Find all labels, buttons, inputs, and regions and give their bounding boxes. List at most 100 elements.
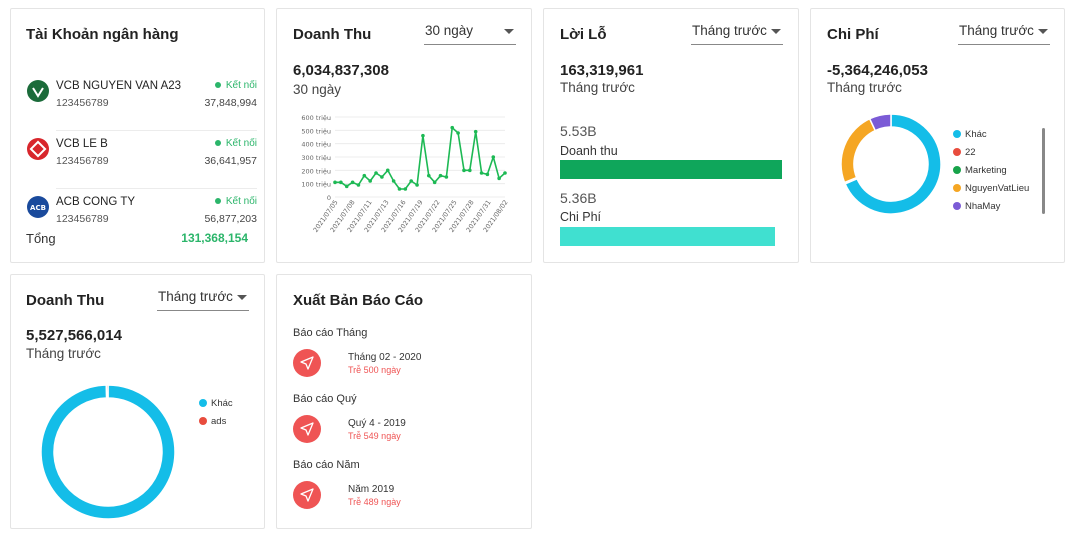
legend-dot-icon [953,148,961,156]
data-point[interactable] [456,131,460,135]
legend-item[interactable]: NguyenVatLieu [953,183,1029,194]
revenue-value: 6,034,837,308 [293,62,389,79]
y-tick-label: 300 triệu [301,154,331,162]
report-group-label: Báo cáo Tháng [293,327,368,339]
report-name[interactable]: Quý 4 - 2019 [348,418,406,429]
status-dot-icon [214,82,221,89]
report-late-status: Trễ 489 ngày [348,497,401,507]
data-point[interactable] [397,187,402,191]
period-select[interactable]: 30 ngày [424,21,516,45]
y-tick-label: 400 triệu [301,141,331,149]
data-point[interactable] [368,179,372,183]
legend-dot-icon [953,202,961,210]
account-number: 123456789 [56,97,109,109]
period-select-value: Tháng trước [692,23,767,38]
legend-dot-icon [953,130,961,138]
profit-period: Tháng trước [560,80,635,95]
bank-account-item[interactable]: ACB ACB CONG TY 123456789 Kết nối 56,877… [25,189,265,247]
donut-slice[interactable] [868,114,892,132]
data-point[interactable] [426,173,431,178]
report-name[interactable]: Tháng 02 - 2020 [348,352,422,363]
y-tick-label: 500 triệu [301,127,331,135]
legend-item[interactable]: Marketing [953,165,1007,176]
data-point[interactable] [473,129,478,134]
data-point[interactable] [362,173,367,178]
expense-card: Chi Phí Tháng trước -5,364,246,053 Tháng… [810,8,1065,263]
legend-label: Khác [211,398,233,409]
data-point[interactable] [415,183,419,187]
data-point[interactable] [339,180,343,185]
data-point[interactable] [333,180,337,185]
send-icon[interactable] [293,349,321,377]
cost-bar-label: Chi Phí [560,210,601,224]
chevron-down-icon [1038,29,1048,34]
account-name: ACB CONG TY [56,196,136,208]
data-point[interactable] [409,179,414,183]
data-point[interactable] [380,175,384,179]
legend-dot-icon [953,166,961,174]
legend-label: Marketing [965,165,1007,176]
legend-label: NhaMay [965,201,1001,212]
legend-item[interactable]: Khác [953,129,987,140]
data-point[interactable] [497,176,501,181]
send-icon[interactable] [293,415,321,443]
data-point[interactable] [374,171,378,175]
data-point[interactable] [391,179,396,183]
data-point[interactable] [468,168,472,173]
legend-item[interactable]: ads [199,416,226,427]
account-balance: 36,641,957 [204,155,257,167]
revenue-legend: Khác ads [199,398,259,438]
account-status: Kết nối [214,196,257,207]
legend-scrollbar[interactable] [1042,128,1045,214]
revenue-month-card: Doanh Thu Tháng trước 5,527,566,014 Thán… [10,274,265,529]
data-point[interactable] [491,155,496,159]
revenue-month-value: 5,527,566,014 [26,327,122,344]
report-name[interactable]: Năm 2019 [348,484,395,495]
send-icon[interactable] [293,481,321,509]
data-point[interactable] [421,133,425,138]
data-point[interactable] [350,180,355,185]
account-status: Kết nối [214,138,257,149]
donut-slice[interactable] [841,117,877,184]
donut-slice[interactable] [41,385,175,519]
period-select[interactable]: Tháng trước [958,21,1050,45]
account-status: Kết nối [214,80,257,91]
chevron-down-icon [504,29,514,34]
expense-donut-chart [841,114,941,214]
donut-slice[interactable] [844,114,941,214]
period-select[interactable]: Tháng trước [157,287,249,311]
data-point[interactable] [503,171,507,175]
data-point[interactable] [385,168,390,173]
data-point[interactable] [485,172,490,177]
donut-slice[interactable] [105,385,109,399]
acb-logo-icon: ACB [27,196,49,218]
legend-dot-icon [199,417,207,425]
data-point[interactable] [356,183,361,187]
data-point[interactable] [438,173,443,178]
data-point[interactable] [432,180,437,185]
period-select-value: Tháng trước [959,23,1034,38]
legend-item[interactable]: Khác [199,398,233,409]
report-group-label: Báo cáo Quý [293,393,357,405]
divider [56,188,257,189]
data-point[interactable] [479,171,484,175]
data-point[interactable] [344,184,349,189]
legend-item[interactable]: 22 [953,147,976,158]
account-status-text: Kết nối [225,138,257,149]
account-number: 123456789 [56,213,109,225]
bank-account-item[interactable]: VCB NGUYEN VAN A23 123456789 Kết nối 37,… [25,73,265,131]
legend-dot-icon [953,184,961,192]
data-point[interactable] [462,168,466,173]
legend-item[interactable]: NhaMay [953,201,1000,212]
account-status-text: Kết nối [225,80,257,91]
bank-account-item[interactable]: VCB LE B 123456789 Kết nối 36,641,957 [25,131,265,189]
profit-value: 163,319,961 [560,62,644,79]
legend-label: 22 [965,147,976,158]
legend-dot-icon [199,399,207,407]
report-late-status: Trễ 500 ngày [348,365,401,375]
data-point[interactable] [450,125,455,130]
period-select[interactable]: Tháng trước [691,21,783,45]
data-point[interactable] [403,187,408,191]
revenue-title: Doanh Thu [293,26,372,43]
data-point[interactable] [444,175,449,179]
